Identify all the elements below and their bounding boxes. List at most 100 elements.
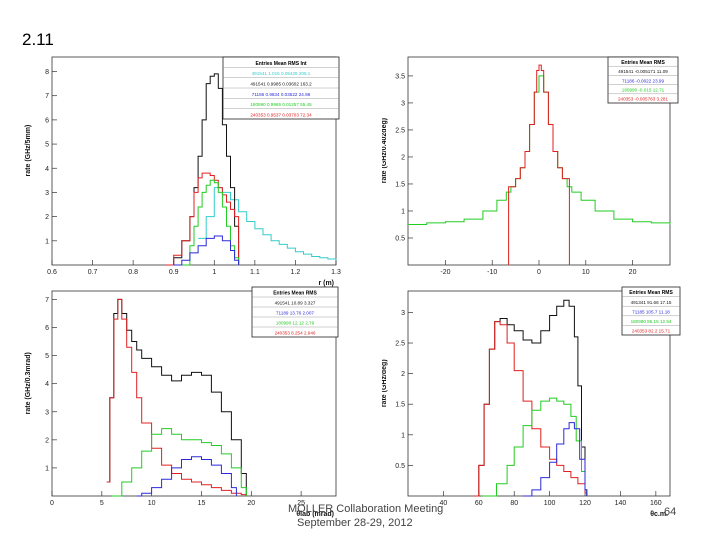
x-tick-label: 1.3: [331, 269, 341, 276]
y-tick-label: 6: [45, 325, 49, 332]
y-tick-label: 1.5: [395, 402, 405, 409]
stats-box: [621, 286, 681, 336]
y-tick-label: 3.5: [395, 73, 405, 80]
x-tick-label: 20: [247, 500, 255, 507]
x-tick-label: 80: [510, 500, 518, 507]
y-tick-label: 1: [45, 465, 49, 472]
stats-row-red: 240353 0.9537 0.03703 72.34: [250, 112, 312, 117]
y-tick-label: 3: [45, 190, 49, 197]
y-tick-label: 5: [45, 353, 49, 360]
y-tick-label: 2: [45, 214, 49, 221]
x-tick-label: 1.2: [291, 269, 301, 276]
y-axis-label: rate (GHz/0.402deg): [382, 118, 388, 183]
y-tick-label: 2.5: [395, 127, 405, 134]
slide-section-number: 2.11: [22, 30, 54, 49]
x-tick-label: 120: [579, 500, 591, 507]
stats-row-black: 491541 10.89 3.327: [275, 301, 316, 306]
stats-row-green: 180990 -0.015 12.71: [622, 88, 665, 93]
x-tick-label: -20: [440, 269, 450, 276]
x-tick-label: 0.6: [47, 269, 57, 276]
series-line-red: [473, 321, 588, 497]
y-axis-label: rate (GHz/deg): [382, 359, 388, 407]
stats-row-red: 240353 82.2 15.71: [632, 329, 671, 334]
series-line-red: [106, 298, 247, 496]
y-tick-label: 7: [45, 297, 49, 304]
y-tick-label: 6: [45, 117, 49, 124]
x-tick-label: 10: [148, 500, 156, 507]
series-line-blue: [136, 456, 237, 497]
y-tick-label: 3: [45, 409, 49, 416]
stats-row-blue: 71186 0.9834 0.03522 24.98: [252, 92, 311, 97]
x-tick-label: 1: [212, 269, 216, 276]
x-tick-label: 0.8: [128, 269, 138, 276]
y-tick-label: 3: [401, 100, 405, 107]
series-line-blue: [173, 235, 240, 266]
stats-row-blue: 71189 13.76 2.007: [276, 311, 314, 316]
y-tick-label: 2.5: [395, 341, 405, 348]
x-tick-label: 10: [582, 269, 590, 276]
series-line-green: [408, 75, 671, 225]
series-line-blue: [523, 422, 588, 497]
x-tick-label: 0: [50, 500, 54, 507]
x-tick-label: 140: [615, 500, 627, 507]
plot-phi-distribution: -20 -10 0 10 20 0.5 1 1.5 2 2.5 3 3.5 rate (GHz/0.40…: [382, 56, 679, 276]
y-tick-label: 4: [45, 166, 49, 173]
series-line-red: [165, 172, 240, 266]
stats-row-green: 180990 12.12 2.79: [276, 321, 315, 326]
y-tick-label: 1.5: [395, 181, 405, 188]
y-tick-label: 8: [45, 69, 49, 76]
series-line-green: [181, 179, 240, 266]
stats-row-cyan: 491541 1.015 0.05428 205.1: [252, 71, 311, 76]
x-axis-label: θlab (mrad): [296, 511, 334, 518]
stats-row-red: 240353 8.254 2.946: [275, 331, 316, 336]
x-tick-label: 60: [475, 500, 483, 507]
y-tick-label: 1: [401, 208, 405, 215]
stats-header: Entries Mean RMS: [273, 291, 317, 297]
stats-header: Entries Mean RMS: [629, 290, 673, 296]
plot-cm-angle-distribution: 40 60 80 100 120 140 160 0.5 1 1.5 2 2.5 3 rate (GHz/…: [382, 286, 681, 518]
stats-row-black: 491341 91.66 17.15: [631, 300, 672, 305]
x-tick-label: 100: [544, 500, 556, 507]
stats-header: Entries Mean RMS: [621, 60, 665, 66]
y-tick-label: 3: [401, 310, 405, 317]
y-tick-label: 1: [45, 238, 49, 245]
stats-row-blue: 71185 105.7 11.18: [632, 309, 670, 314]
y-tick-label: 2: [401, 371, 405, 378]
stats-row-green: 180990 0.9965 0.01257 55.45: [250, 102, 312, 107]
x-tick-label: 160: [650, 500, 662, 507]
x-tick-label: 0.7: [88, 269, 98, 276]
stats-row-red: 240353 -0.005763 3.281: [618, 97, 669, 102]
x-tick-label: 40: [440, 500, 448, 507]
stats-row-green: 180990 95.15 12.54: [631, 319, 672, 324]
series-line-red: [508, 64, 570, 265]
y-tick-label: 0.5: [395, 235, 405, 242]
x-tick-label: 0.9: [169, 269, 179, 276]
x-tick-label: 5: [100, 500, 104, 507]
page-number: 64: [664, 506, 677, 518]
stats-row-black: 491541 0.9985 0.03602 163.2: [250, 81, 312, 86]
x-axis-label: θc.m.: [650, 511, 668, 518]
x-tick-label: 20: [629, 269, 637, 276]
stats-box: [251, 286, 339, 338]
stats-header: Entries Mean RMS Int: [255, 61, 306, 67]
y-tick-label: 5: [45, 142, 49, 149]
y-axis-label: rate (GHz/0.3mrad): [25, 352, 32, 414]
footer-meeting-name: MOLLER Collaboration Meeting: [288, 503, 444, 515]
footer-meeting-date: September 28-29, 2012: [297, 517, 413, 529]
x-tick-label: 1.1: [250, 269, 260, 276]
stats-box: [607, 56, 679, 104]
plot-radius-distribution: 0.6 0.7 0.8 0.9 1 1.1 1.2 1.3 1 2 3 4 5 6 7 8 rate (GHz/…: [25, 56, 341, 287]
y-tick-label: 0.5: [395, 463, 405, 470]
x-tick-label: 25: [297, 500, 305, 507]
series-line-green: [482, 397, 588, 497]
stats-row-blue: 71186 -0.0022 23.99: [622, 78, 665, 83]
x-tick-label: -10: [487, 269, 497, 276]
y-tick-label: 7: [45, 93, 49, 100]
y-tick-label: 2: [401, 154, 405, 161]
y-axis-label: rate (GHz/5mm): [25, 125, 32, 177]
stats-row-black: 491541 -0.005171 11.09: [618, 69, 668, 74]
series-line-green: [111, 428, 247, 497]
y-tick-label: 4: [45, 381, 49, 388]
x-tick-label: 0: [537, 269, 541, 276]
y-tick-label: 1: [401, 432, 405, 439]
